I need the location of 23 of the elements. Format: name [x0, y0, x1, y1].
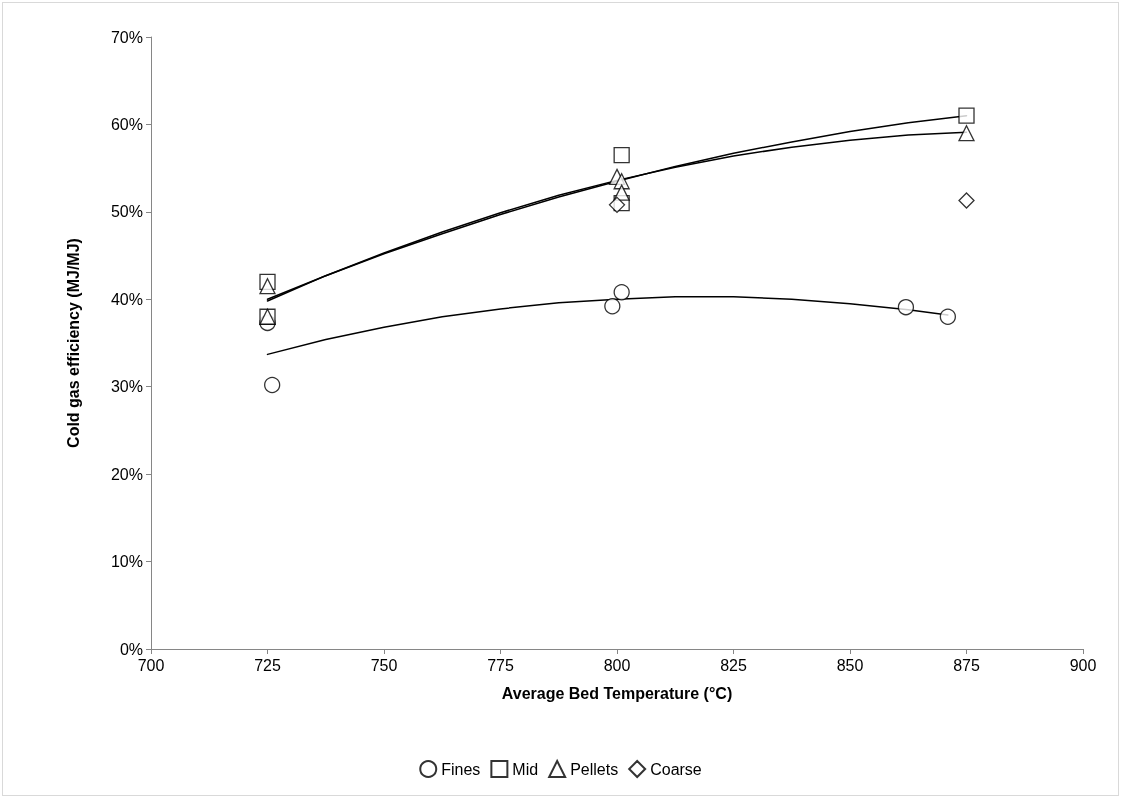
x-tick-label: 850 [836, 656, 864, 674]
y-tick-label: 20% [110, 465, 143, 483]
x-tick-label: 775 [487, 656, 514, 674]
legend-label: Fines [441, 760, 481, 778]
legend-label: Coarse [650, 760, 702, 778]
y-tick-label: 70% [110, 28, 143, 46]
y-tick-label: 30% [110, 378, 143, 396]
x-tick-label: 900 [1069, 656, 1097, 674]
y-tick-label: 10% [110, 553, 143, 571]
y-tick-label: 50% [110, 203, 143, 221]
legend-label: Mid [512, 760, 539, 778]
y-tick-label: 0% [119, 640, 143, 658]
x-axis-title: Average Bed Temperature (°C) [501, 684, 733, 702]
legend-label: Pellets [570, 760, 619, 778]
x-tick-label: 750 [370, 656, 398, 674]
x-tick-label: 800 [603, 656, 631, 674]
x-tick-label: 875 [953, 656, 980, 674]
x-tick-label: 700 [137, 656, 165, 674]
x-tick-label: 725 [254, 656, 281, 674]
y-tick-label: 40% [110, 290, 143, 308]
y-tick-label: 60% [110, 115, 143, 133]
x-tick-label: 825 [720, 656, 747, 674]
y-axis-title: Cold gas efficiency (MJ/MJ) [64, 238, 82, 448]
